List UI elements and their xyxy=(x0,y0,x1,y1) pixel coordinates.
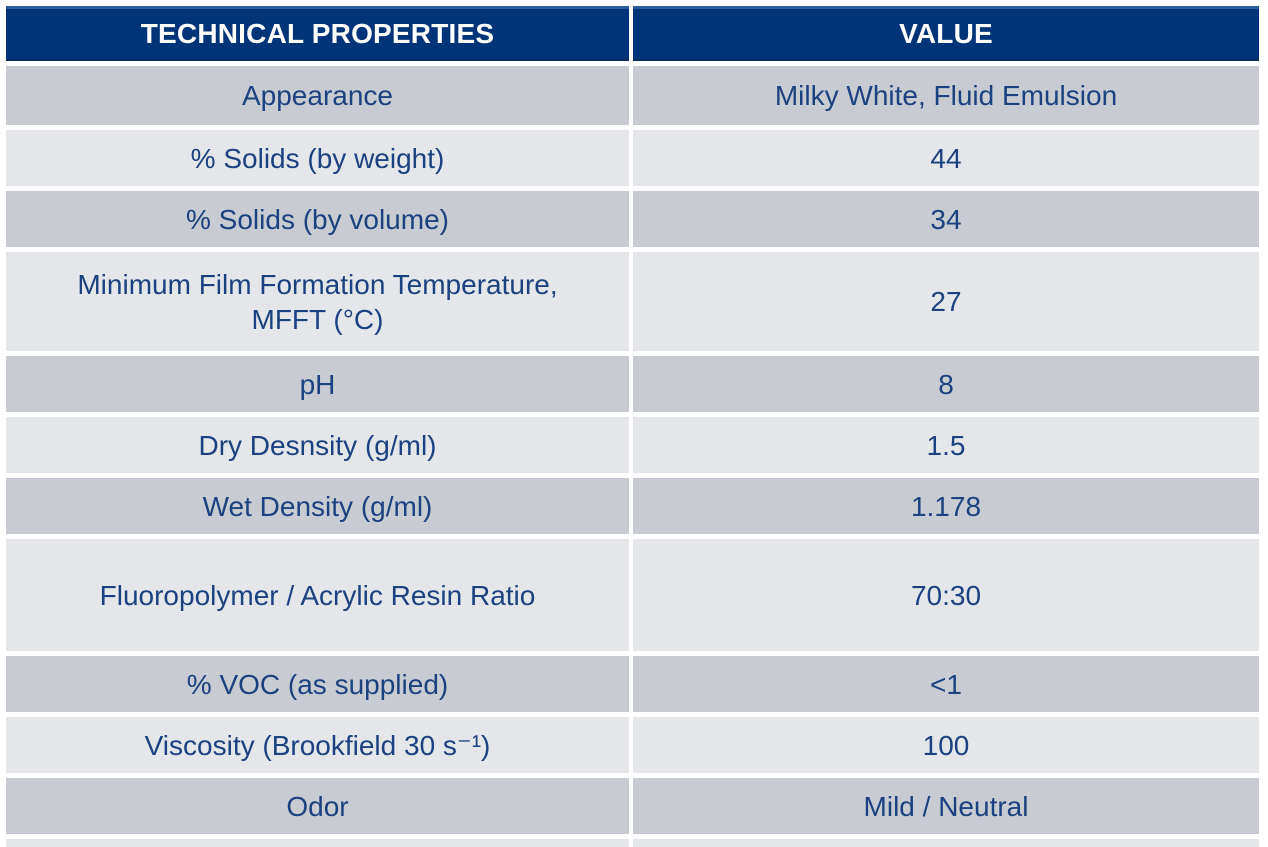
value-cell: 70:30 xyxy=(633,539,1259,651)
property-cell: Appearance xyxy=(6,66,629,125)
value-cell: 34 xyxy=(633,191,1259,247)
property-cell: % VOC (as supplied) xyxy=(6,656,629,712)
value-cell: <1 xyxy=(633,656,1259,712)
property-cell: % Solids (by weight) xyxy=(6,130,629,186)
value-cell: 1.178 xyxy=(633,478,1259,534)
value-cell: 1.5 xyxy=(633,417,1259,473)
value-cell: 18 months xyxy=(633,839,1259,847)
property-cell: % Solids (by volume) xyxy=(6,191,629,247)
table-row: Viscosity (Brookfield 30 s⁻¹) 100 xyxy=(6,717,1259,773)
property-cell: Fluoropolymer / Acrylic Resin Ratio xyxy=(6,539,629,651)
property-cell: Dry Desnsity (g/ml) xyxy=(6,417,629,473)
header-row: TECHNICAL PROPERTIES VALUE xyxy=(6,6,1259,61)
column-header-value: VALUE xyxy=(633,6,1259,61)
value-cell: 27 xyxy=(633,252,1259,351)
property-cell: Odor xyxy=(6,778,629,834)
table-row: Odor Mild / Neutral xyxy=(6,778,1259,834)
table-row: Dry Desnsity (g/ml) 1.5 xyxy=(6,417,1259,473)
value-cell: 8 xyxy=(633,356,1259,412)
value-cell: Milky White, Fluid Emulsion xyxy=(633,66,1259,125)
property-cell: pH xyxy=(6,356,629,412)
table-row: % Solids (by volume) 34 xyxy=(6,191,1259,247)
property-cell: Shelf Life (protect from freezing) xyxy=(6,839,629,847)
table-row: Fluoropolymer / Acrylic Resin Ratio 70:30 xyxy=(6,539,1259,651)
table-row: Wet Density (g/ml) 1.178 xyxy=(6,478,1259,534)
value-cell: 100 xyxy=(633,717,1259,773)
column-header-technical-properties: TECHNICAL PROPERTIES xyxy=(6,6,629,61)
property-cell: Viscosity (Brookfield 30 s⁻¹) xyxy=(6,717,629,773)
table-body: Appearance Milky White, Fluid Emulsion% S… xyxy=(6,66,1259,847)
table-row: Appearance Milky White, Fluid Emulsion xyxy=(6,66,1259,125)
value-cell: Mild / Neutral xyxy=(633,778,1259,834)
property-cell: Minimum Film Formation Temperature, MFFT… xyxy=(6,252,629,351)
table-row: % Solids (by weight) 44 xyxy=(6,130,1259,186)
table-row: Minimum Film Formation Temperature, MFFT… xyxy=(6,252,1259,351)
table-row: pH 8 xyxy=(6,356,1259,412)
property-cell: Wet Density (g/ml) xyxy=(6,478,629,534)
table-row: % VOC (as supplied) <1 xyxy=(6,656,1259,712)
table-row: Shelf Life (protect from freezing) 18 mon… xyxy=(6,839,1259,847)
value-cell: 44 xyxy=(633,130,1259,186)
